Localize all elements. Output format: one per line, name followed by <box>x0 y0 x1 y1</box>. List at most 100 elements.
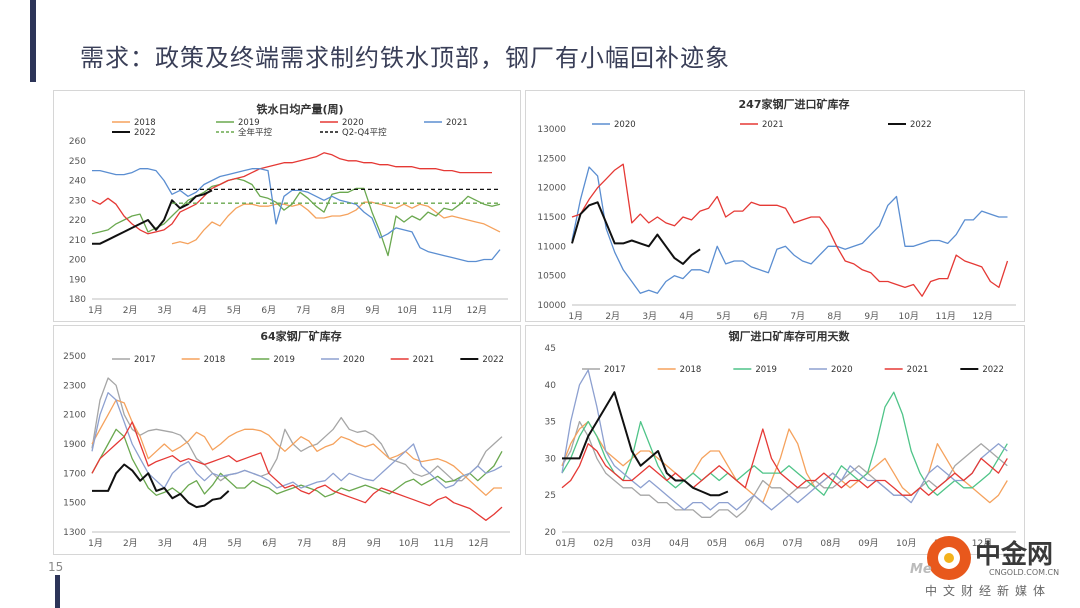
x-tick-label: 03月 <box>631 538 651 549</box>
legend-label: 2021 <box>413 355 435 365</box>
x-tick-label: 9月 <box>365 305 380 316</box>
y-tick-label: 2300 <box>63 381 86 391</box>
y-tick-label: 250 <box>69 157 86 167</box>
x-tick-label: 1月 <box>88 305 103 316</box>
watermark-logo: Me 中金网 CNGOLD.COM.CN 中文财经新媒体 <box>905 532 1075 602</box>
legend-label: Q2-Q4平控 <box>342 127 387 138</box>
chart-hot-metal: 铁水日均产量(周) 180 190 200 210 220 230 240 250 260 1月 2月… <box>69 102 508 316</box>
y-tick-label: 220 <box>69 216 86 226</box>
x-tick-label: 3月 <box>158 538 173 549</box>
x-tick-label: 10月 <box>399 538 419 549</box>
y-tick-label: 1500 <box>63 499 86 509</box>
y-tick-label: 12000 <box>537 184 566 194</box>
series-line <box>91 152 492 235</box>
y-tick-label: 1900 <box>63 440 86 450</box>
x-tick-label: 5月 <box>227 538 242 549</box>
x-tick-label: 11月 <box>935 311 955 322</box>
y-tick-label: 11500 <box>537 213 566 223</box>
series-line <box>562 391 729 497</box>
x-tick-label: 8月 <box>331 305 346 316</box>
legend-label: 2018 <box>204 355 226 365</box>
y-tick-label: 1300 <box>63 528 86 538</box>
series-line <box>91 399 502 496</box>
legend-label: 2020 <box>342 118 364 128</box>
legend-label: 2019 <box>273 355 295 365</box>
legend-label: 2019 <box>238 118 260 128</box>
x-tick-label: 7月 <box>296 305 311 316</box>
x-tick-label: 2月 <box>123 538 138 549</box>
legend-label: 2020 <box>614 120 636 130</box>
legend-label: 2021 <box>446 118 468 128</box>
chart-title: 铁水日均产量(周) <box>256 102 343 116</box>
x-tick-label: 07月 <box>783 538 803 549</box>
chart-title: 64家钢厂矿库存 <box>260 329 341 343</box>
x-tick-label: 11月 <box>434 538 454 549</box>
series-line <box>92 168 501 263</box>
legend-label: 2017 <box>604 365 626 375</box>
chart-panel-ore-days: 钢厂进口矿库存可用天数 20 25 30 35 40 45 01月 02月 03月 04月 05月 06… <box>525 325 1025 555</box>
x-tick-label: 6月 <box>262 538 277 549</box>
watermark-subtitle: 中文财经新媒体 <box>925 584 1052 598</box>
x-tick-label: 2月 <box>123 305 138 316</box>
legend-label: 2022 <box>910 120 932 130</box>
series-line <box>92 463 230 509</box>
y-tick-label: 45 <box>545 344 556 354</box>
x-tick-label: 02月 <box>593 538 613 549</box>
y-tick-label: 40 <box>545 381 557 391</box>
x-tick-label: 04月 <box>669 538 689 549</box>
legend-label: 2019 <box>755 365 777 375</box>
x-tick-label: 7月 <box>790 311 805 322</box>
brand-icon <box>927 536 971 580</box>
chart-title: 247家钢厂进口矿库存 <box>739 97 850 111</box>
x-tick-label: 5月 <box>716 311 731 322</box>
x-tick-label: 06月 <box>745 538 765 549</box>
x-tick-label: 8月 <box>332 538 347 549</box>
chart-ore-days: 钢厂进口矿库存可用天数 20 25 30 35 40 45 01月 02月 03月 04月 05月 06… <box>545 329 1016 549</box>
x-tick-label: 6月 <box>753 311 768 322</box>
y-tick-label: 1700 <box>63 469 86 479</box>
x-tick-label: 10月 <box>898 311 918 322</box>
x-tick-label: 3月 <box>157 305 172 316</box>
x-tick-label: 11月 <box>432 305 452 316</box>
chart-panel-ore-64: 64家钢厂矿库存 1300 1500 1700 1900 2100 2300 2500 1月 2月… <box>53 325 521 555</box>
x-tick-label: 09月 <box>858 538 878 549</box>
legend-label: 全年平控 <box>238 127 273 138</box>
y-tick-label: 230 <box>69 196 86 206</box>
y-tick-label: 190 <box>69 275 86 285</box>
x-tick-label: 1月 <box>88 538 103 549</box>
series-line <box>91 428 503 498</box>
x-tick-label: 7月 <box>297 538 312 549</box>
x-tick-label: 12月 <box>468 538 488 549</box>
accent-bar-top <box>30 0 36 82</box>
x-tick-label: 9月 <box>367 538 382 549</box>
legend-label: 2021 <box>907 365 929 375</box>
y-tick-label: 180 <box>69 295 86 305</box>
series-line <box>91 392 503 489</box>
y-tick-label: 210 <box>69 236 86 246</box>
x-tick-label: 2月 <box>605 311 620 322</box>
x-tick-label: 1月 <box>568 311 583 322</box>
series-line <box>561 428 1008 496</box>
x-tick-label: 4月 <box>192 305 207 316</box>
legend-label: 2018 <box>134 118 156 128</box>
series-line <box>571 201 701 265</box>
series-line <box>561 420 1008 504</box>
y-tick-label: 30 <box>545 454 557 464</box>
legend-label: 2022 <box>134 128 156 138</box>
series-line <box>92 189 213 245</box>
y-tick-label: 10500 <box>537 272 566 282</box>
chart-title: 钢厂进口矿库存可用天数 <box>729 329 851 343</box>
x-tick-label: 12月 <box>467 305 487 316</box>
y-tick-label: 2500 <box>63 352 86 362</box>
x-tick-label: 10月 <box>896 538 916 549</box>
x-tick-label: 4月 <box>193 538 208 549</box>
x-tick-label: 5月 <box>227 305 242 316</box>
y-tick-label: 25 <box>545 491 556 501</box>
y-tick-label: 35 <box>545 418 556 428</box>
series-line <box>571 163 1009 297</box>
accent-bar-bottom <box>55 575 60 608</box>
legend-label: 2022 <box>482 355 504 365</box>
x-tick-label: 05月 <box>707 538 727 549</box>
legend-label: 2020 <box>343 355 365 365</box>
y-tick-label: 11000 <box>537 242 566 252</box>
